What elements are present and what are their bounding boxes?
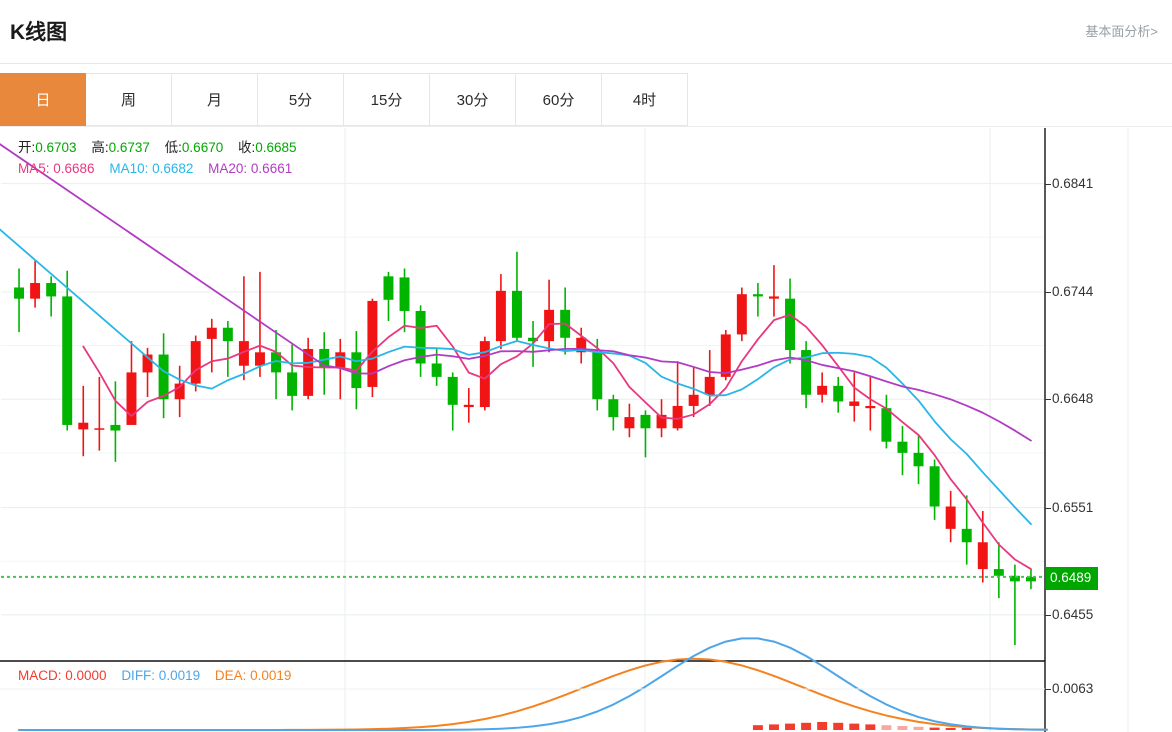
current-price-badge: 0.6489 (1046, 566, 1099, 590)
price-axis-tick-mark (1045, 183, 1051, 185)
price-axis-tick: 0.6551 (1052, 499, 1094, 515)
price-axis-tick: 0.6648 (1052, 391, 1094, 407)
tabbar-underline (0, 126, 1172, 127)
chart-area[interactable]: 开:0.6703 高:0.6737 低:0.6670 收:0.6685 MA5:… (0, 128, 1172, 732)
close-label: 收: (237, 140, 256, 155)
page-title: K线图 (10, 21, 68, 44)
tab-30分[interactable]: 30分 (430, 73, 516, 126)
price-axis-tick: 0.6455 (1052, 606, 1094, 622)
ohlc-legend: 开:0.6703 高:0.6737 低:0.6670 收:0.6685 (18, 138, 297, 157)
high-label: 高: (91, 140, 109, 155)
low-value: 0.6670 (181, 140, 224, 155)
close-value: 0.6685 (255, 140, 297, 155)
open-value: 0.6703 (35, 140, 77, 155)
tab-15分[interactable]: 15分 (344, 73, 430, 126)
kline-chart-svg[interactable] (0, 128, 1172, 732)
price-axis-tick-mark (1045, 507, 1051, 509)
ma10-legend-value: MA10: 0.6682 (109, 161, 194, 176)
open-label: 开: (18, 140, 36, 155)
price-axis-tick-mark (1045, 614, 1051, 616)
price-axis-tick-mark (1045, 291, 1051, 293)
price-axis-tick: 0.6744 (1052, 283, 1094, 299)
tab-4时[interactable]: 4时 (602, 73, 688, 126)
macd-axis-tick-mark (1045, 689, 1051, 690)
page-header: K线图 基本面分析> (0, 0, 1172, 64)
tab-月[interactable]: 月 (172, 73, 258, 126)
price-axis-tick-mark (1045, 399, 1051, 401)
tab-周[interactable]: 周 (86, 73, 172, 126)
macd-legend: MACD: 0.0000 DIFF: 0.0019 DEA: 0.0019 (18, 666, 291, 685)
high-value: 0.6737 (108, 140, 150, 155)
macd-legend-value: MACD: 0.0000 (18, 668, 107, 683)
diff-legend-value: DIFF: 0.0019 (121, 668, 201, 683)
ma5-legend-value: MA5: 0.6686 (18, 161, 95, 176)
tab-日[interactable]: 日 (0, 73, 86, 126)
tab-60分[interactable]: 60分 (516, 73, 602, 126)
fundamental-analysis-link[interactable]: 基本面分析> (1085, 24, 1158, 39)
price-axis-tick: 0.6841 (1052, 175, 1094, 191)
dea-legend-value: DEA: 0.0019 (214, 668, 292, 683)
ma20-legend-value: MA20: 0.6661 (208, 161, 293, 176)
timeframe-tabbar: 日周月 5分 15分 30分 60分 4时 (0, 73, 1172, 128)
macd-axis-tick: 0.0063 (1052, 681, 1094, 696)
low-label: 低: (164, 140, 182, 155)
tab-5分[interactable]: 5分 (258, 73, 344, 126)
ma-legend: MA5: 0.6686 MA10: 0.6682 MA20: 0.6661 (18, 159, 292, 178)
